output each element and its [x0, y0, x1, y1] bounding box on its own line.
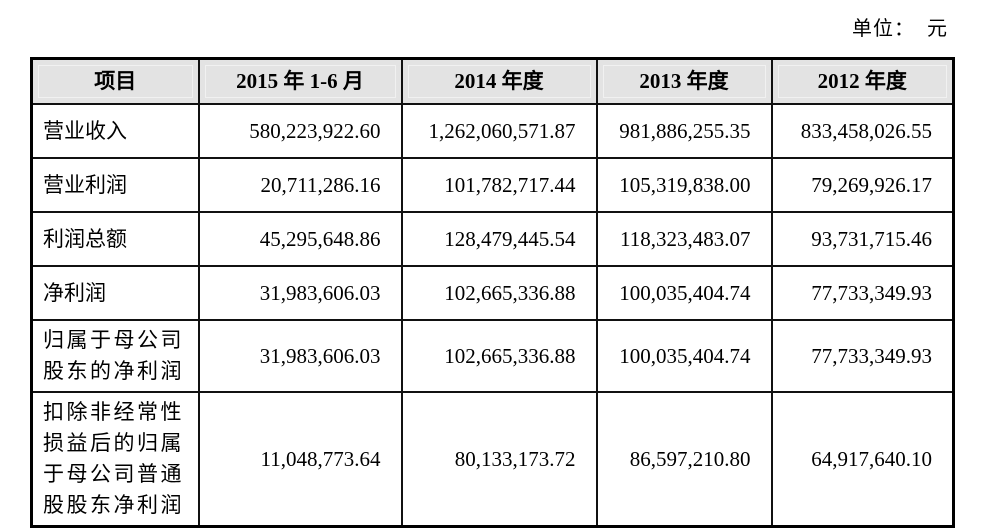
row-label: 营业收入 [30, 103, 200, 159]
value-cell: 80,133,173.72 [400, 391, 598, 528]
value-cell: 93,731,715.46 [770, 211, 955, 267]
value-cell: 31,983,606.03 [197, 319, 403, 393]
value-cell: 77,733,349.93 [770, 265, 955, 321]
value-cell: 981,886,255.35 [595, 103, 773, 159]
value-cell: 31,983,606.03 [197, 265, 403, 321]
value-cell: 833,458,026.55 [770, 103, 955, 159]
table-row: 利润总额 45,295,648.86 128,479,445.54 118,323,4… [30, 211, 955, 267]
value-cell: 128,479,445.54 [400, 211, 598, 267]
value-cell: 20,711,286.16 [197, 157, 403, 213]
row-label: 利润总额 [30, 211, 200, 267]
table-row: 净利润 31,983,606.03 102,665,336.88 100,035,40… [30, 265, 955, 321]
row-label: 扣除非经常性损益后的归属于母公司普通股股东净利润 [30, 391, 200, 528]
row-label: 营业利润 [30, 157, 200, 213]
value-cell: 101,782,717.44 [400, 157, 598, 213]
value-cell: 45,295,648.86 [197, 211, 403, 267]
column-header: 项目 [30, 57, 200, 105]
value-cell: 105,319,838.00 [595, 157, 773, 213]
value-cell: 64,917,640.10 [770, 391, 955, 528]
row-label: 净利润 [30, 265, 200, 321]
table-row: 归属于母公司股东的净利润 31,983,606.03 102,665,336.88 1… [30, 319, 955, 393]
table-row: 营业收入 580,223,922.60 1,262,060,571.87 981,88… [30, 103, 955, 159]
table-row: 营业利润 20,711,286.16 101,782,717.44 105,319,8… [30, 157, 955, 213]
value-cell: 118,323,483.07 [595, 211, 773, 267]
value-cell: 86,597,210.80 [595, 391, 773, 528]
table-header-row: 项目 2015 年 1-6 月 2014 年度 2013 年度 2012 年度 [30, 57, 955, 105]
unit-label: 单位： 元 [852, 18, 948, 40]
value-cell: 102,665,336.88 [400, 265, 598, 321]
column-header: 2012 年度 [770, 57, 955, 105]
value-cell: 11,048,773.64 [197, 391, 403, 528]
value-cell: 79,269,926.17 [770, 157, 955, 213]
financial-summary-table: 项目 2015 年 1-6 月 2014 年度 2013 年度 2012 年度 营业收入… [30, 57, 955, 528]
value-cell: 100,035,404.74 [595, 265, 773, 321]
value-cell: 77,733,349.93 [770, 319, 955, 393]
value-cell: 580,223,922.60 [197, 103, 403, 159]
table-body: 营业收入 580,223,922.60 1,262,060,571.87 981,88… [30, 103, 955, 528]
value-cell: 1,262,060,571.87 [400, 103, 598, 159]
value-cell: 102,665,336.88 [400, 319, 598, 393]
table-row: 扣除非经常性损益后的归属于母公司普通股股东净利润 11,048,773.64 80,… [30, 391, 955, 528]
value-cell: 100,035,404.74 [595, 319, 773, 393]
column-header: 2015 年 1-6 月 [197, 57, 403, 105]
column-header: 2013 年度 [595, 57, 773, 105]
row-label: 归属于母公司股东的净利润 [30, 319, 200, 393]
column-header: 2014 年度 [400, 57, 598, 105]
